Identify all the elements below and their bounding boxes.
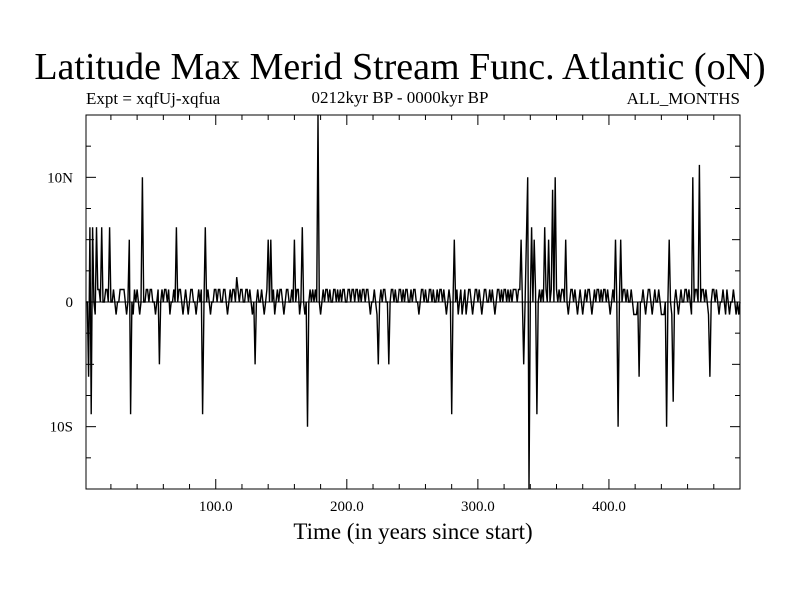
y-tick-label: 0 xyxy=(66,295,74,311)
period-label: 0212kyr BP - 0000kyr BP xyxy=(311,88,489,107)
x-axis-label: Time (in years since start) xyxy=(293,519,533,544)
y-tick-label: 10N xyxy=(47,170,73,186)
experiment-label: Expt = xqfUj-xqfua xyxy=(86,89,221,108)
x-tick-label: 400.0 xyxy=(592,499,626,515)
x-tick-label: 200.0 xyxy=(330,499,364,515)
series-line xyxy=(86,114,741,490)
x-tick-label: 300.0 xyxy=(461,499,495,515)
months-label: ALL_MONTHS xyxy=(626,89,740,108)
x-tick-label: 100.0 xyxy=(199,499,233,515)
y-tick-label: 10S xyxy=(50,420,73,436)
chart-title: Latitude Max Merid Stream Func. Atlantic… xyxy=(34,46,766,88)
